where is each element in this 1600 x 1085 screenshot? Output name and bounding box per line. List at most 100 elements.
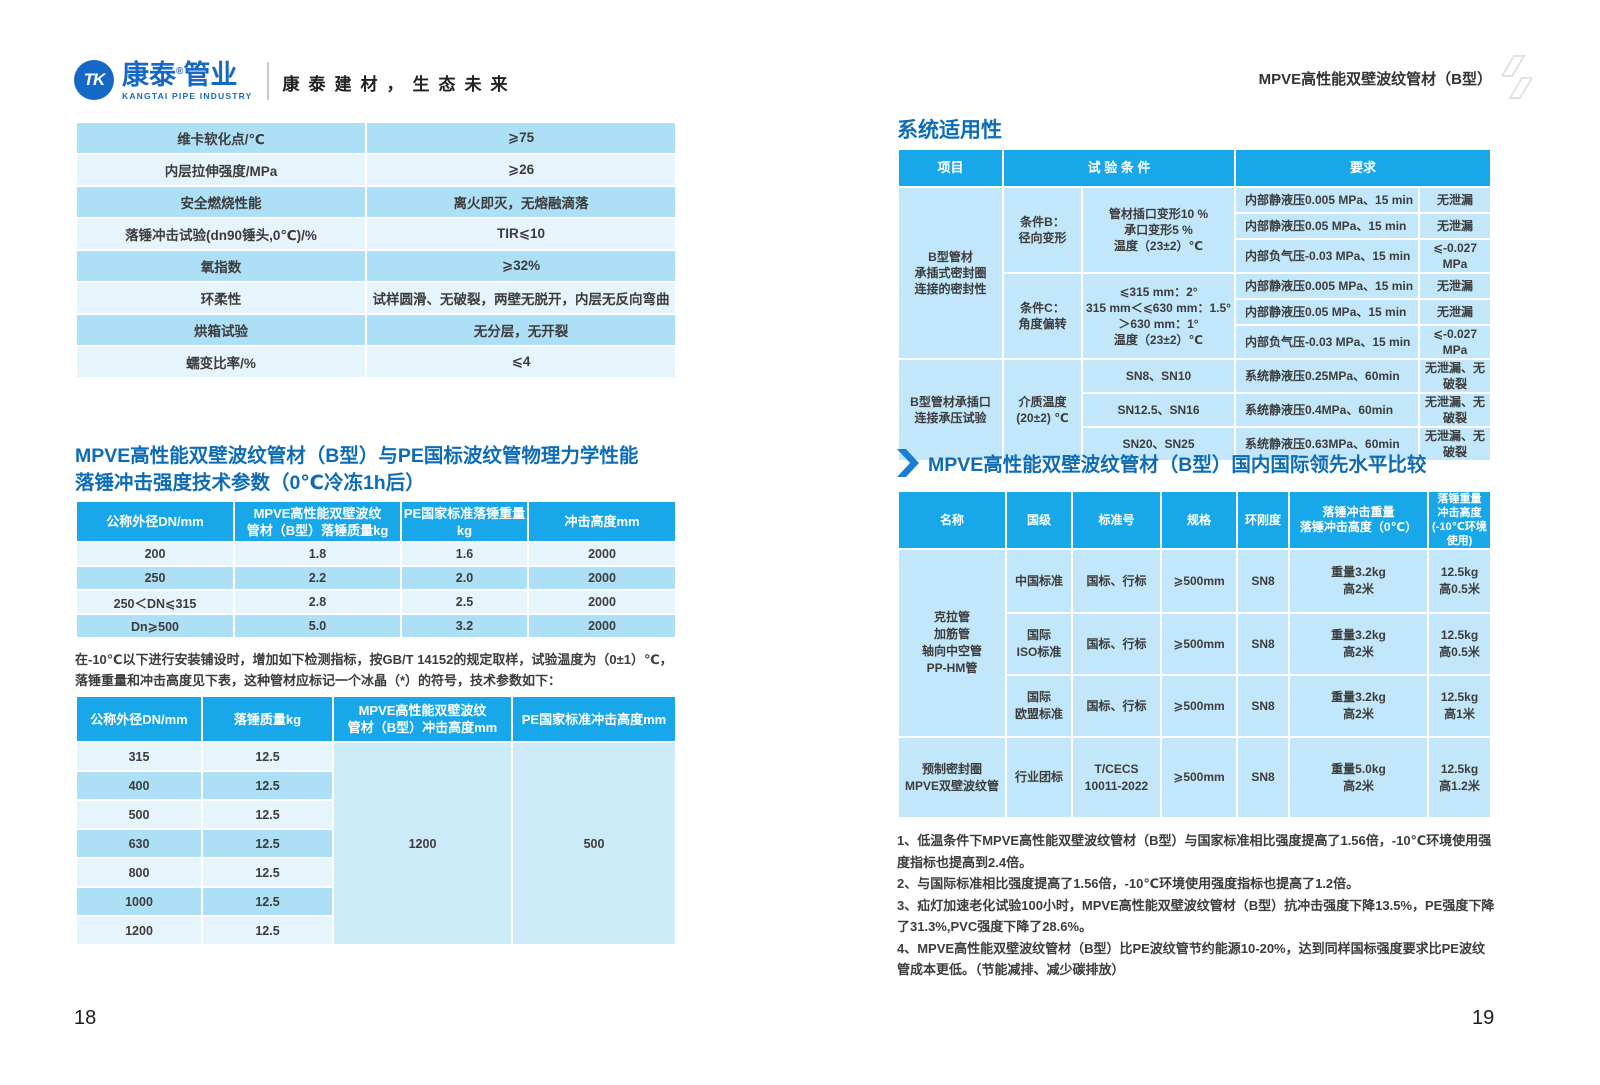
cell: 12.5: [201, 857, 334, 888]
result: 无泄漏: [1417, 272, 1493, 300]
cell: 2.0: [400, 565, 529, 591]
footnote: 2、与国际标准相比强度提高了1.56倍，-10℃环境使用强度指标也提高了1.2倍…: [897, 876, 1360, 891]
sn-class: SN8、SN10: [1081, 358, 1236, 394]
column-header: PE国家标准落锤重量kg: [400, 500, 529, 543]
cell: 315: [75, 741, 203, 772]
cell: 12.5: [201, 799, 334, 830]
footnote: 3、疝灯加速老化试验100小时，MPVE高性能双壁波纹管材（B型）抗冲击强度下降…: [897, 897, 1495, 935]
table-row: 内层拉伸强度/MPa ⩾26: [75, 153, 677, 187]
table-row: 内部负气压-0.03 MPa、15 min ⩽-0.027 MPa: [898, 324, 1493, 360]
requirement: 系统静液压0.63MPa、60min: [1234, 426, 1420, 462]
cell: 2000: [527, 589, 677, 615]
cell: 12.5: [201, 915, 334, 946]
result: 无泄漏、无破裂: [1417, 426, 1493, 462]
table-header-row: 项目 试 验 条 件 要求: [897, 148, 1493, 188]
logo-divider: [266, 62, 269, 100]
table-row: 250 2.2 2.0 2000: [75, 565, 677, 591]
table-row: 国际 欧盟标准 国标、行标 ⩾500mm SN8 重量3.2kg 高2米 12.…: [898, 674, 1492, 738]
cell: 12.5: [201, 770, 334, 801]
cell: T/CECS 10011-2022: [1071, 736, 1162, 819]
impact-param-table: 公称外径DN/mm MPVE高性能双壁波纹 管材（B型）落锤质量kg PE国家标…: [75, 500, 677, 639]
table-row: 条件C： 角度偏转 ⩽315 mm：2° 315 mm＜⩽630 mm：1.5°…: [898, 272, 1493, 360]
cell: 2000: [527, 565, 677, 591]
cell: 重量3.2kg 高2米: [1288, 674, 1429, 738]
spec-value: ⩾75: [365, 121, 677, 155]
tk-logo-icon: TK: [74, 60, 114, 100]
requirement: 内部负气压-0.03 MPa、15 min: [1234, 324, 1420, 360]
cell: SN8: [1236, 736, 1290, 819]
cell: ⩾500mm: [1160, 612, 1238, 676]
spec-value: ⩾26: [365, 153, 677, 187]
condition-label: 介质温度 (20±2) ℃: [1002, 358, 1083, 462]
result: 无泄漏: [1417, 298, 1493, 326]
cell: 2.2: [233, 565, 402, 591]
column-header: 落锤冲击重量 落锤冲击高度（0℃）: [1288, 490, 1429, 550]
requirement: 系统静液压0.25MPa、60min: [1234, 358, 1420, 394]
table-row: 200 1.8 1.6 2000: [75, 541, 677, 567]
cell: 250: [75, 565, 235, 591]
table-row: 1200 12.5: [75, 915, 676, 946]
column-header: 标准号: [1071, 490, 1162, 550]
system-applicability-title: 系统适用性: [897, 119, 1002, 142]
table-row: 落锤冲击试验(dn90锤头,0℃)/% TIR⩽10: [75, 217, 677, 251]
double-chevron-icon: [1502, 55, 1532, 99]
cell: 12.5kg 高0.5米: [1427, 548, 1492, 614]
spec-value: 无分层，无开裂: [365, 313, 677, 347]
group-label: 克拉管 加筋管 轴向中空管 PP-HM管: [897, 548, 1007, 738]
cell: 800: [75, 857, 203, 888]
brand-logo: TK 康泰®管业 KANGTAI PIPE INDUSTRY 康泰建材，生态未来: [74, 58, 517, 101]
footnote: 1、低温条件下MPVE高性能双壁波纹管材（B型）与国家标准相比强度提高了1.56…: [897, 833, 1492, 870]
result: 无泄漏: [1417, 186, 1493, 214]
cell: 12.5kg 高1米: [1427, 674, 1492, 738]
condition-label: 条件C： 角度偏转: [1002, 272, 1083, 360]
table-row: 预制密封圈 MPVE双壁波纹管 行业团标 T/CECS 10011-2022 ⩾…: [897, 736, 1492, 819]
cell: 1.6: [400, 541, 529, 567]
table-row: 环柔性 试样圆滑、无破裂，两壁无脱开，内层无反向弯曲: [75, 281, 677, 315]
merged-pe-height-cell: 500: [511, 741, 677, 946]
table-row: 内部静液压0.05 MPa、15 min 无泄漏: [898, 298, 1493, 326]
impact-section-title: MPVE高性能双壁波纹管材（B型）与PE国标波纹管物理力学性能 落锤冲击强度技术…: [75, 443, 638, 497]
result: ⩽-0.027 MPa: [1417, 238, 1493, 274]
cell: 重量5.0kg 高2米: [1288, 736, 1429, 819]
spec-value: TIR⩽10: [365, 217, 677, 251]
column-header: PE国家标准冲击高度mm: [511, 695, 677, 743]
cell: 3.2: [400, 613, 529, 639]
cell: 重量3.2kg 高2米: [1288, 548, 1429, 614]
requirement: 内部静液压0.005 MPa、15 min: [1234, 186, 1420, 214]
column-header: MPVE高性能双壁波纹 管材（B型）落锤质量kg: [233, 500, 402, 543]
page-number-left: 18: [74, 1007, 97, 1029]
brand-slogan: 康泰建材，生态未来: [282, 75, 517, 94]
cell: 12.5kg 高0.5米: [1427, 612, 1492, 676]
table-row: 维卡软化点/℃ ⩾75: [75, 121, 677, 155]
spec-label: 氧指数: [75, 249, 367, 283]
condition-label: 条件B： 径向变形: [1002, 186, 1083, 274]
page-number-right: 19: [1472, 1007, 1495, 1029]
compare-title: MPVE高性能双壁波纹管材（B型）国内国际领先水平比较: [928, 454, 1427, 476]
table-row: B型管材承插口 连接承压试验 介质温度 (20±2) ℃ SN8、SN10 系统…: [897, 358, 1493, 462]
column-header: 公称外径DN/mm: [75, 695, 203, 743]
brand-name-block: 康泰®管业 KANGTAI PIPE INDUSTRY: [122, 58, 253, 101]
sn-class: SN12.5、SN16: [1081, 392, 1236, 428]
column-header: 试 验 条 件: [1002, 148, 1236, 188]
cell: 1200: [75, 915, 203, 946]
cell: 250＜DN⩽315: [75, 589, 235, 615]
cell: ⩾500mm: [1160, 674, 1238, 738]
cell: 630: [75, 828, 203, 859]
spec-label: 落锤冲击试验(dn90锤头,0℃)/%: [75, 217, 367, 251]
cell: 2000: [527, 541, 677, 567]
spec-value: ⩽4: [365, 345, 677, 379]
cell: 200: [75, 541, 235, 567]
table-row: 内部负气压-0.03 MPa、15 min ⩽-0.027 MPa: [898, 238, 1493, 274]
requirement: 内部负气压-0.03 MPa、15 min: [1234, 238, 1420, 274]
table-row: 800 12.5: [75, 857, 676, 888]
spec-label: 蠕变比率/%: [75, 345, 367, 379]
cell: ⩾500mm: [1160, 736, 1238, 819]
cell: 12.5: [201, 886, 334, 917]
table-row: SN12.5、SN16 系统静液压0.4MPa、60min 无泄漏、无破裂: [898, 392, 1493, 428]
install-note-paragraph: 在-10℃以下进行安装铺设时，增加如下检测指标，按GB/T 14152的规定取样…: [75, 652, 673, 688]
table-row: SN20、SN25 系统静液压0.63MPa、60min 无泄漏、无破裂: [898, 426, 1493, 462]
requirement: 系统静液压0.4MPa、60min: [1234, 392, 1420, 428]
registered-mark: ®: [176, 66, 184, 77]
result: 无泄漏、无破裂: [1417, 358, 1493, 394]
